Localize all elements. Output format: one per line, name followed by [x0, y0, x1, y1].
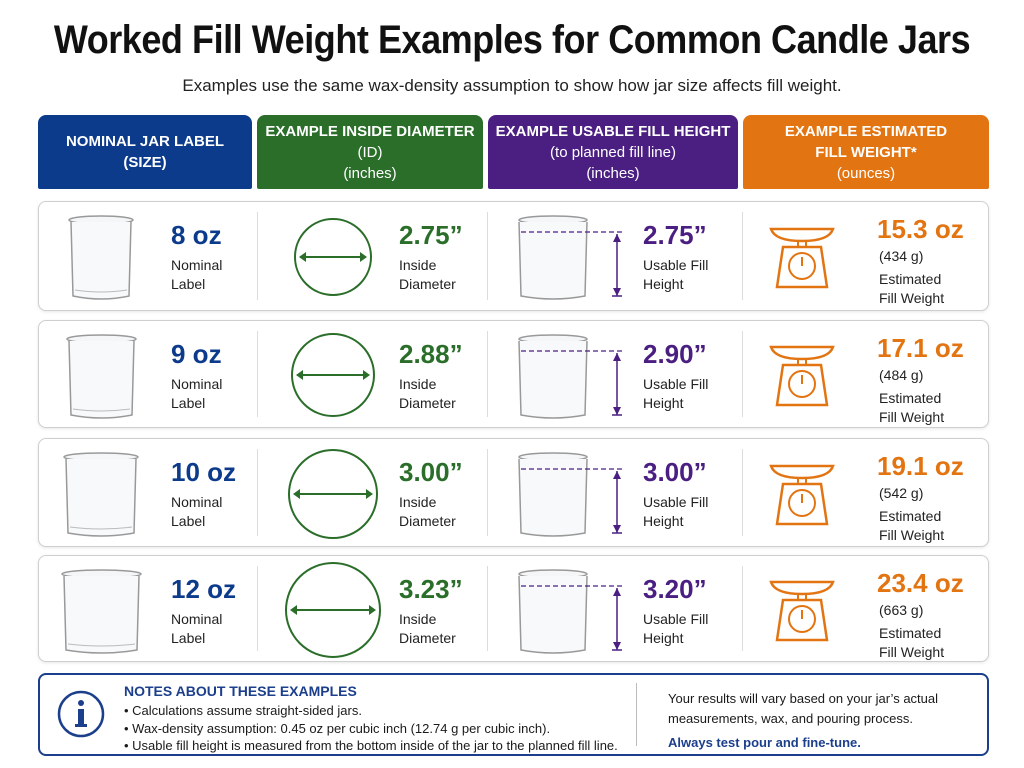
diameter-label: Inside Diameter — [399, 376, 456, 411]
scale-icon — [769, 464, 835, 525]
diameter-label: Inside Diameter — [399, 257, 456, 292]
header-line: (inches) — [586, 164, 640, 182]
fill-weight-grams: (663 g) — [879, 602, 924, 618]
scale-icon — [769, 345, 835, 407]
fill-height: 3.20” — [643, 574, 707, 604]
header-line: NOMINAL JAR LABEL — [65, 133, 225, 150]
fill-height-jar-icon — [518, 452, 625, 537]
nominal-label: Nominal Label — [171, 257, 223, 292]
fill-weight: 19.1 oz — [877, 451, 964, 481]
fill-height-label: Usable Fill Height — [643, 494, 709, 529]
notes-panel: NOTES ABOUT THESE EXAMPLES Calculations … — [38, 673, 989, 756]
fill-height: 3.00” — [643, 457, 707, 487]
fill-weight-grams: (434 g) — [879, 248, 924, 264]
fill-height: 2.75” — [643, 220, 707, 250]
fill-weight-label: Estimated Fill Weight — [879, 508, 945, 543]
header-line: (to planned fill line) — [550, 143, 676, 161]
fill-weight-label: Estimated Fill Weight — [879, 625, 945, 660]
jar-icon — [68, 215, 134, 300]
divider — [257, 566, 258, 651]
inside-diameter: 2.88” — [399, 339, 463, 369]
header-line: EXAMPLE ESTIMATED — [784, 122, 948, 140]
note-item: Usable fill height is measured from the … — [124, 737, 618, 755]
note-item: Calculations assume straight-sided jars. — [124, 702, 618, 720]
divider — [636, 683, 637, 746]
header-fill-weight: EXAMPLE ESTIMATED FILL WEIGHT* (ounces) — [743, 115, 989, 189]
header-line: (ounces) — [836, 164, 896, 182]
page-subtitle: Examples use the same wax-density assump… — [182, 76, 842, 95]
fill-height-label: Usable Fill Height — [643, 376, 709, 411]
scale-icon — [769, 580, 835, 641]
header-inside-diameter: EXAMPLE INSIDE DIAMETER (ID) (inches) — [257, 115, 483, 189]
jar-row: 8 oz Nominal Label 2.75” Inside Diameter… — [38, 201, 989, 311]
fill-weight: 23.4 oz — [877, 568, 964, 598]
nominal-size: 9 oz — [171, 339, 222, 369]
diameter-label: Inside Diameter — [399, 494, 456, 529]
jar-row: 12 oz Nominal Label 3.23” Inside Diamete… — [38, 555, 989, 662]
diameter-circle-icon — [291, 333, 375, 417]
diameter-circle-icon — [294, 218, 372, 296]
jar-row: 9 oz Nominal Label 2.88” Inside Diameter… — [38, 320, 989, 428]
fill-weight: 15.3 oz — [877, 214, 964, 244]
nominal-label: Nominal Label — [171, 611, 223, 646]
disclaimer-text: Your results will vary based on your jar… — [668, 691, 939, 726]
divider — [742, 331, 743, 417]
page-title: Worked Fill Weight Examples for Common C… — [53, 18, 971, 62]
header-fill-height: EXAMPLE USABLE FILL HEIGHT (to planned f… — [488, 115, 738, 189]
divider — [257, 212, 258, 300]
fill-weight-grams: (484 g) — [879, 367, 924, 383]
diameter-circle-icon — [285, 561, 381, 658]
jar-icon — [63, 452, 139, 537]
jar-icon — [65, 334, 137, 419]
nominal-label: Nominal Label — [171, 494, 223, 529]
header-line: (inches) — [343, 164, 397, 182]
fill-height-label: Usable Fill Height — [643, 257, 709, 292]
notes-disclaimer: Your results will vary based on your jar… — [668, 689, 968, 753]
nominal-label: Nominal Label — [171, 376, 223, 411]
fill-height: 2.90” — [643, 339, 707, 369]
header-nominal-size: NOMINAL JAR LABEL (SIZE) — [38, 115, 252, 189]
inside-diameter: 2.75” — [399, 220, 463, 250]
divider — [487, 212, 488, 300]
divider — [742, 212, 743, 300]
header-line: (SIZE) — [123, 154, 167, 171]
fill-height-jar-icon — [518, 215, 625, 300]
note-item: Wax-density assumption: 0.45 oz per cubi… — [124, 720, 618, 738]
divider — [487, 566, 488, 651]
info-icon — [57, 690, 105, 738]
divider — [487, 449, 488, 536]
nominal-size: 12 oz — [171, 574, 237, 604]
header-line: (ID) — [357, 143, 383, 161]
divider — [487, 331, 488, 417]
fill-height-jar-icon — [518, 569, 625, 654]
fill-weight-grams: (542 g) — [879, 485, 924, 501]
notes-heading: NOTES ABOUT THESE EXAMPLES — [124, 683, 357, 699]
divider — [742, 449, 743, 536]
scale-icon — [769, 227, 835, 289]
fill-weight-label: Estimated Fill Weight — [879, 390, 945, 425]
diameter-label: Inside Diameter — [399, 611, 456, 646]
fill-weight-label: Estimated Fill Weight — [879, 271, 945, 306]
divider — [257, 331, 258, 417]
jar-icon — [60, 569, 142, 654]
disclaimer-emphasis: Always test pour and fine-tune. — [668, 735, 861, 750]
fill-weight: 17.1 oz — [877, 333, 964, 363]
nominal-size: 10 oz — [171, 457, 237, 487]
fill-height-label: Usable Fill Height — [643, 611, 709, 646]
divider — [257, 449, 258, 536]
inside-diameter: 3.00” — [399, 457, 463, 487]
header-line: EXAMPLE INSIDE DIAMETER — [265, 122, 475, 140]
notes-list: Calculations assume straight-sided jars.… — [124, 702, 618, 755]
divider — [742, 566, 743, 651]
nominal-size: 8 oz — [171, 220, 222, 250]
inside-diameter: 3.23” — [399, 574, 463, 604]
jar-row: 10 oz Nominal Label 3.00” Inside Diamete… — [38, 438, 989, 547]
header-line: EXAMPLE USABLE FILL HEIGHT — [495, 122, 731, 140]
fill-height-jar-icon — [518, 334, 625, 419]
diameter-circle-icon — [288, 448, 378, 539]
header-line: FILL WEIGHT* — [815, 143, 917, 161]
